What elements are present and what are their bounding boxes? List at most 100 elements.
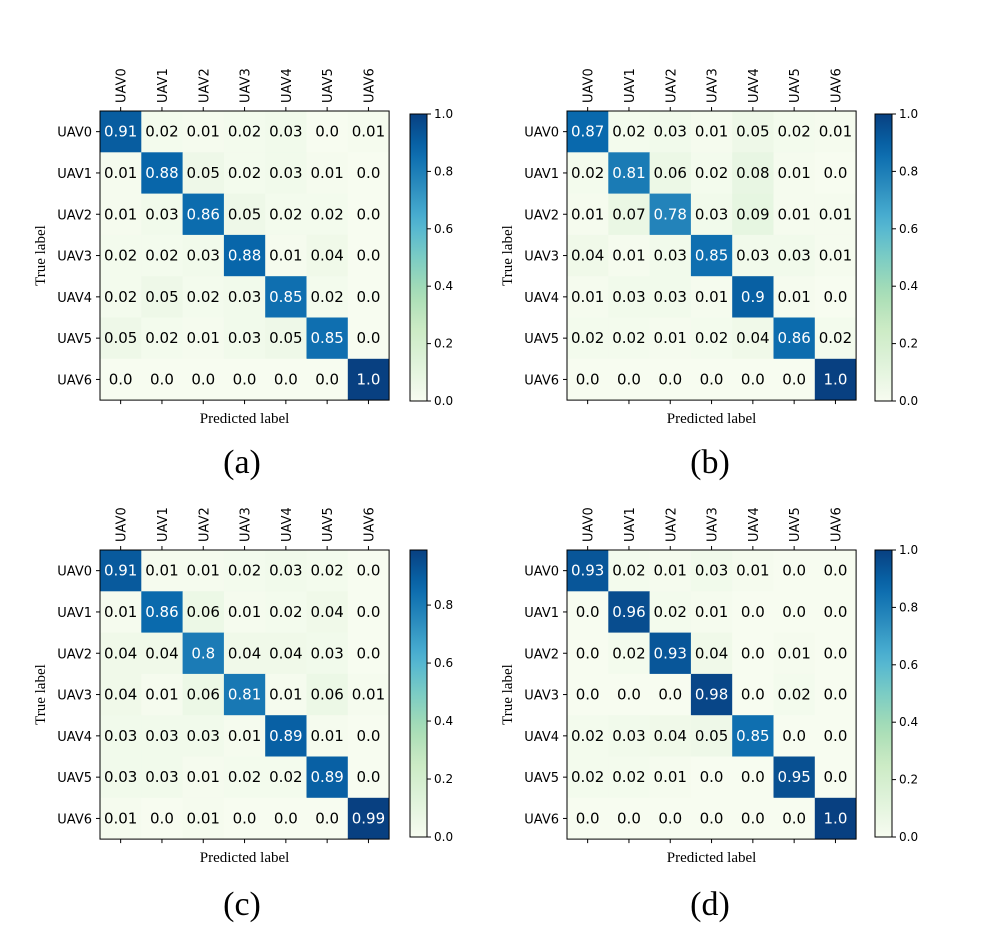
matrix-cell — [649, 673, 692, 716]
matrix-cell — [265, 234, 307, 277]
matrix-cell — [182, 715, 225, 757]
x-tick-label: UAV3 — [239, 507, 254, 542]
matrix-cell — [773, 276, 816, 318]
matrix-cell — [265, 632, 307, 675]
matrix-cell — [223, 152, 266, 194]
x-tick-label: UAV5 — [788, 507, 803, 542]
matrix-cell — [141, 673, 183, 716]
matrix-cell — [649, 193, 692, 236]
cell-value-label: 0.01 — [104, 205, 137, 223]
x-tick-label: UAV1 — [623, 507, 638, 542]
colorbar — [874, 113, 893, 402]
cell-value-label: 0.06 — [310, 686, 343, 704]
matrix-cell — [141, 715, 183, 757]
matrix-cell — [814, 715, 857, 757]
cell-value-label: 0.01 — [269, 247, 302, 265]
cell-value-label: 0.0 — [315, 370, 339, 388]
y-tick-label: UAV3 — [524, 689, 559, 704]
x-tick-label: UAV0 — [115, 68, 130, 103]
matrix-cell — [306, 276, 349, 318]
matrix-cell — [649, 632, 692, 675]
matrix-cell — [182, 234, 225, 277]
y-tick-label: UAV2 — [524, 208, 559, 223]
x-tick-label: UAV6 — [362, 507, 377, 542]
matrix-cell — [814, 193, 857, 236]
matrix-cell — [347, 673, 390, 716]
matrix-cell — [347, 193, 390, 236]
matrix-cell — [690, 152, 733, 194]
cell-value-label: 0.0 — [617, 809, 641, 827]
matrix-cell — [814, 797, 857, 840]
matrix-cell — [649, 234, 692, 277]
cell-value-label: 0.0 — [782, 370, 806, 388]
cell-value-label: 0.0 — [741, 644, 765, 662]
matrix-cell — [608, 591, 650, 633]
matrix-cell — [814, 673, 857, 716]
y-tick-label: UAV4 — [57, 730, 92, 745]
matrix-cell — [608, 111, 650, 153]
x-tick-label: UAV2 — [664, 68, 679, 103]
matrix-cell — [182, 591, 225, 633]
matrix-cell — [732, 317, 774, 360]
cell-value-label: 0.02 — [695, 329, 728, 347]
x-tick-label: UAV3 — [239, 68, 254, 103]
cell-value-label: 0.01 — [269, 686, 302, 704]
matrix-cell — [182, 317, 225, 360]
matrix-cell — [141, 756, 183, 799]
matrix-cell — [100, 111, 142, 153]
cell-value-label: 0.85 — [695, 247, 728, 265]
cell-value-label: 0.01 — [777, 288, 810, 306]
matrix-cell — [100, 591, 142, 633]
cell-value-label: 0.02 — [104, 247, 137, 265]
matrix-cell — [649, 797, 692, 840]
cell-value-label: 0.03 — [104, 768, 137, 786]
colorbar-tick-label: 0.4 — [899, 715, 918, 729]
cell-value-label: 0.01 — [819, 247, 852, 265]
cell-value-label: 0.0 — [824, 727, 848, 745]
cell-value-label: 0.02 — [310, 562, 343, 580]
cell-value-label: 0.01 — [695, 123, 728, 141]
cell-value-label: 0.01 — [654, 562, 687, 580]
matrix-cell — [773, 550, 816, 592]
cell-value-label: 0.0 — [824, 288, 848, 306]
matrix-cell — [567, 193, 609, 236]
matrix-cell — [814, 276, 857, 318]
y-tick-label: UAV6 — [524, 373, 559, 388]
cell-value-label: 0.0 — [782, 809, 806, 827]
colorbar-tick-label: 0.4 — [434, 279, 453, 293]
matrix-cell — [347, 756, 390, 799]
x-tick-label: UAV4 — [747, 68, 762, 103]
matrix-cell — [182, 550, 225, 592]
cell-value-label: 0.02 — [310, 205, 343, 223]
cell-value-label: 0.01 — [352, 123, 385, 141]
matrix-cell — [223, 193, 266, 236]
cell-value-label: 0.04 — [145, 644, 178, 662]
matrix-cell — [347, 152, 390, 194]
matrix-cell — [773, 756, 816, 799]
cell-value-label: 0.02 — [612, 329, 645, 347]
matrix-cell — [347, 632, 390, 675]
cell-value-label: 0.87 — [571, 123, 604, 141]
cell-value-label: 0.02 — [228, 164, 261, 182]
cell-value-label: 0.05 — [736, 123, 769, 141]
matrix-cell — [182, 632, 225, 675]
cell-value-label: 0.0 — [357, 644, 381, 662]
cell-value-label: 0.04 — [228, 644, 261, 662]
y-axis-title: True label — [500, 225, 516, 286]
cell-value-label: 0.02 — [819, 329, 852, 347]
cell-value-label: 0.01 — [654, 768, 687, 786]
cell-value-label: 0.03 — [145, 205, 178, 223]
cell-value-label: 0.0 — [576, 809, 600, 827]
cell-value-label: 0.02 — [612, 123, 645, 141]
cell-value-label: 0.91 — [104, 562, 137, 580]
cell-value-label: 0.93 — [654, 644, 687, 662]
matrix-cell — [141, 591, 183, 633]
cell-value-label: 0.03 — [695, 205, 728, 223]
cell-value-label: 0.01 — [571, 288, 604, 306]
matrix-cell — [567, 234, 609, 277]
matrix-cell — [814, 550, 857, 592]
cell-value-label: 0.0 — [233, 370, 257, 388]
confusion-matrix-panel: 0.91 0.02 0.01 0.02 0.03 0.0 0.01 0.01 0.88 0.05 0… — [33, 68, 453, 481]
cell-value-label: 0.03 — [104, 727, 137, 745]
